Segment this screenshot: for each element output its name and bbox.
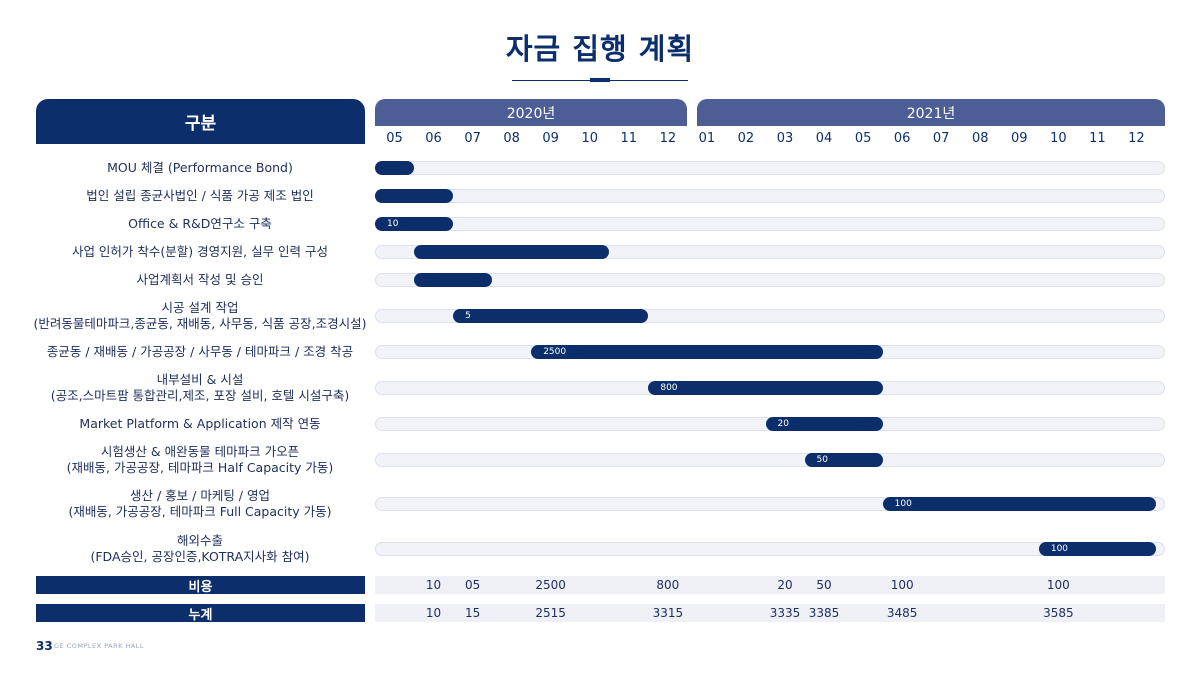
cost-value: 10 xyxy=(425,578,442,592)
month-label: 08 xyxy=(971,131,989,146)
timeline-bar: 10 xyxy=(375,217,454,231)
cost-value: 05 xyxy=(464,578,481,592)
title-accent-mark xyxy=(590,78,610,82)
month-label: 09 xyxy=(542,131,559,146)
task-label-line: 시공 설계 작업 xyxy=(161,300,239,315)
cumulative-value: 3585 xyxy=(1043,606,1074,620)
timeline-bar xyxy=(375,189,454,203)
month-label: 08 xyxy=(503,131,520,146)
footer-brand: GE COMPLEX PARK HALL xyxy=(54,642,145,650)
timeline-track xyxy=(375,453,1165,467)
month-label: 05 xyxy=(854,131,872,146)
cost-value: 100 xyxy=(1046,578,1070,592)
cost-value: 20 xyxy=(777,578,793,592)
timeline-track xyxy=(375,217,1165,231)
task-label-line: (공조,스마트팜 통합관리,제조, 포장 설비, 호텔 시설구축) xyxy=(50,388,350,403)
task-label: 해외수출 (FDA승인, 공장인증,KOTRA지사화 참여) xyxy=(20,533,380,565)
cumulative-value: 10 xyxy=(425,606,442,620)
cost-value: 800 xyxy=(656,578,680,592)
task-label: 생산 / 홍보 / 마케팅 / 영업 (재배동, 가공공장, 테마파크 Full … xyxy=(20,488,380,520)
timeline-bar: 100 xyxy=(882,497,1156,511)
task-label-line: MOU 체결 (Performance Bond) xyxy=(107,160,293,175)
month-label: 06 xyxy=(893,131,911,146)
month-label: 10 xyxy=(1050,131,1067,146)
month-label: 06 xyxy=(425,131,442,146)
cost-row-label: 비용 xyxy=(36,576,365,595)
task-label-line: (재배동, 가공공장, 테마파크 Full Capacity 가동) xyxy=(68,504,332,519)
page-title: 자금 집행 계획 xyxy=(505,32,695,66)
task-label-line: 법인 설립 종균사법인 / 식품 가공 제조 법인 xyxy=(86,188,314,203)
category-header: 구분 xyxy=(36,99,365,144)
month-label: 12 xyxy=(659,131,677,146)
task-label-line: Market Platform & Application 제작 연동 xyxy=(79,416,321,431)
task-label-line: 종균동 / 재배동 / 가공공장 / 사무동 / 테마파크 / 조경 착공 xyxy=(46,344,354,359)
timeline-bar: 50 xyxy=(804,453,883,467)
task-label: Market Platform & Application 제작 연동 xyxy=(20,416,380,432)
task-label-line: 생산 / 홍보 / 마케팅 / 영업 xyxy=(130,488,270,503)
timeline-bar: 20 xyxy=(765,417,883,431)
task-label: 사업 인허가 착수(분할) 경영지원, 실무 인력 구성 xyxy=(20,244,380,260)
cost-value: 100 xyxy=(890,578,914,592)
cost-value: 50 xyxy=(816,578,832,592)
year-header-2021: 2021년 xyxy=(697,99,1165,126)
task-label-line: 사업계획서 작성 및 승인 xyxy=(136,272,264,287)
month-label: 07 xyxy=(464,131,481,146)
timeline-bar: 2500 xyxy=(531,345,883,359)
month-label: 01 xyxy=(698,131,716,146)
task-label-line: (반려동물테마파크,종균동, 재배동, 사무동, 식품 공장,조경시설) xyxy=(33,316,367,331)
task-label-line: (재배동, 가공공장, 테마파크 Half Capacity 가동) xyxy=(66,460,334,475)
month-label: 03 xyxy=(776,131,794,146)
task-label-line: 사업 인허가 착수(분할) 경영지원, 실무 인력 구성 xyxy=(71,244,329,259)
timeline-bar xyxy=(414,273,493,287)
task-label: 시험생산 & 애완동물 테마파크 가오픈 (재배동, 가공공장, 테마파크 Hal… xyxy=(20,444,380,476)
month-label: 10 xyxy=(581,131,599,146)
cumulative-value: 3385 xyxy=(808,606,840,620)
task-label: 내부설비 & 시설 (공조,스마트팜 통합관리,제조, 포장 설비, 호텔 시설구… xyxy=(20,372,380,404)
month-label: 12 xyxy=(1128,131,1145,146)
month-label: 04 xyxy=(815,131,833,146)
cost-value: 2500 xyxy=(535,578,566,592)
cumulative-value: 3315 xyxy=(652,606,684,620)
cumulative-value: 3335 xyxy=(769,606,801,620)
task-label: 시공 설계 작업 (반려동물테마파크,종균동, 재배동, 사무동, 식품 공장,조… xyxy=(20,300,380,332)
cumulative-value: 2515 xyxy=(535,606,566,620)
timeline-track xyxy=(375,189,1165,203)
task-label: 사업계획서 작성 및 승인 xyxy=(20,272,380,288)
timeline-bar: 800 xyxy=(648,381,883,395)
page-number: 33 xyxy=(36,639,53,653)
timeline-bar xyxy=(375,161,415,175)
task-label-line: 해외수출 xyxy=(176,533,223,548)
cost-row-strip xyxy=(375,576,1165,594)
task-label-line: Office & R&D연구소 구축 xyxy=(128,216,272,231)
timeline-bar: 5 xyxy=(453,309,649,323)
cumulative-value: 15 xyxy=(464,606,481,620)
month-label: 07 xyxy=(932,131,950,146)
task-label: Office & R&D연구소 구축 xyxy=(20,216,380,232)
task-label-line: 시험생산 & 애완동물 테마파크 가오픈 xyxy=(100,444,300,459)
timeline-bar: 100 xyxy=(1038,542,1156,556)
cumulative-row-strip xyxy=(375,604,1165,622)
task-label-line: 내부설비 & 시설 xyxy=(156,372,244,387)
timeline-track xyxy=(375,542,1165,556)
timeline-track xyxy=(375,273,1165,287)
timeline-track xyxy=(375,161,1165,175)
month-label: 11 xyxy=(1089,131,1106,146)
month-label: 09 xyxy=(1011,131,1028,146)
task-label: MOU 체결 (Performance Bond) xyxy=(20,160,380,176)
task-label: 법인 설립 종균사법인 / 식품 가공 제조 법인 xyxy=(20,188,380,204)
month-label: 05 xyxy=(386,131,403,146)
cumulative-row-label: 누계 xyxy=(36,604,365,623)
cumulative-value: 3485 xyxy=(886,606,918,620)
year-header-2020: 2020년 xyxy=(375,99,687,126)
task-label-line: (FDA승인, 공장인증,KOTRA지사화 참여) xyxy=(90,549,310,564)
timeline-bar xyxy=(414,245,610,259)
task-label: 종균동 / 재배동 / 가공공장 / 사무동 / 테마파크 / 조경 착공 xyxy=(20,344,380,360)
month-label: 02 xyxy=(737,131,755,146)
month-label: 11 xyxy=(620,131,638,146)
